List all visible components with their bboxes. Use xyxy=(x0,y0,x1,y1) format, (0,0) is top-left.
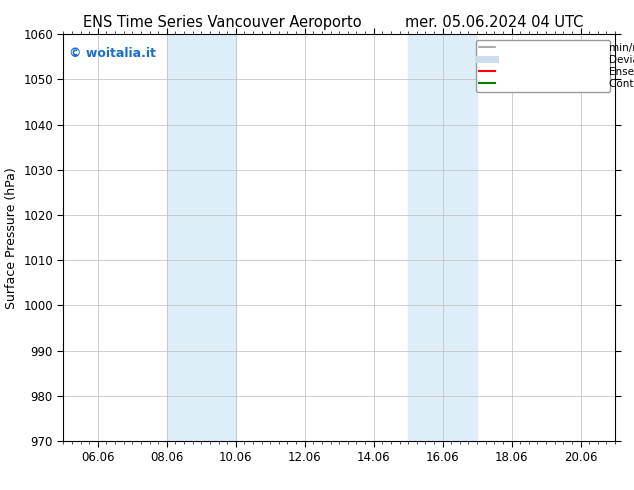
Legend: min/max, Deviazione standard, Ensemble mean run, Controll run: min/max, Deviazione standard, Ensemble m… xyxy=(476,40,610,92)
Y-axis label: Surface Pressure (hPa): Surface Pressure (hPa) xyxy=(4,167,18,309)
Bar xyxy=(408,34,477,441)
Text: ENS Time Series Vancouver Aeroporto: ENS Time Series Vancouver Aeroporto xyxy=(82,15,361,30)
Text: © woitalia.it: © woitalia.it xyxy=(69,47,156,59)
Text: mer. 05.06.2024 04 UTC: mer. 05.06.2024 04 UTC xyxy=(405,15,584,30)
Bar xyxy=(167,34,236,441)
